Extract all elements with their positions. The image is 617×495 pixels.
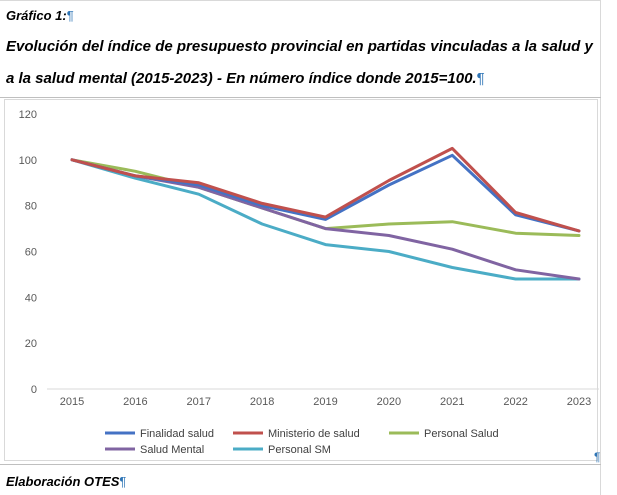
line-chart: 0 20 40 60 80 100 120 2015 2016 2017 2018 2019 2020 2… <box>19 109 599 456</box>
table-top-rule <box>0 97 601 98</box>
pilcrow-mark: ¶ <box>594 450 601 464</box>
figure-source: Elaboración OTES¶ <box>6 474 126 489</box>
y-tick-label: 40 <box>25 292 37 304</box>
table-bottom-rule <box>0 464 601 465</box>
x-tick-label: 2020 <box>377 396 401 408</box>
y-tick-label: 20 <box>25 338 37 350</box>
figure-title-line-1: Evolución del índice de presupuesto prov… <box>6 38 593 55</box>
series-line-personal-sm <box>70 158 581 281</box>
chart-container: 0 20 40 60 80 100 120 2015 2016 2017 2018 2019 2020 2… <box>4 99 599 461</box>
y-tick-label: 100 <box>19 155 37 167</box>
legend-label: Finalidad salud <box>140 428 214 440</box>
x-tick-label: 2016 <box>123 396 147 408</box>
pilcrow-mark: ¶ <box>66 8 74 23</box>
legend-label: Personal SM <box>268 444 331 456</box>
y-tick-label: 0 <box>31 384 37 396</box>
x-tick-label: 2023 <box>567 396 591 408</box>
x-tick-label: 2017 <box>187 396 211 408</box>
y-tick-label: 80 <box>25 201 37 213</box>
figure-source-text: Elaboración OTES <box>6 474 120 489</box>
legend-label: Ministerio de salud <box>268 428 360 440</box>
figure-label: Gráfico 1:¶ <box>6 8 74 23</box>
legend-label: Salud Mental <box>140 444 204 456</box>
legend-label: Personal Salud <box>424 428 499 440</box>
x-tick-label: 2022 <box>503 396 527 408</box>
y-tick-label: 60 <box>25 247 37 259</box>
page-top-rule <box>0 0 601 1</box>
x-tick-label: 2021 <box>440 396 464 408</box>
series-line-ministerio-de-salud <box>70 146 581 233</box>
x-tick-label: 2018 <box>250 396 274 408</box>
figure-title-line-2: a la salud mental (2015-2023) - En númer… <box>6 70 485 87</box>
figure-title-line-2-text: a la salud mental (2015-2023) - En númer… <box>6 70 477 87</box>
figure-label-text: Gráfico 1: <box>6 8 67 23</box>
page-right-rule <box>600 0 601 495</box>
series-line-finalidad-salud <box>70 153 581 233</box>
figure-title-line-1-text: Evolución del índice de presupuesto prov… <box>6 38 593 55</box>
pilcrow-mark: ¶ <box>119 474 127 489</box>
pilcrow-mark: ¶ <box>476 70 485 87</box>
x-tick-label: 2015 <box>60 396 84 408</box>
y-tick-label: 120 <box>19 109 37 121</box>
x-tick-label: 2019 <box>313 396 337 408</box>
